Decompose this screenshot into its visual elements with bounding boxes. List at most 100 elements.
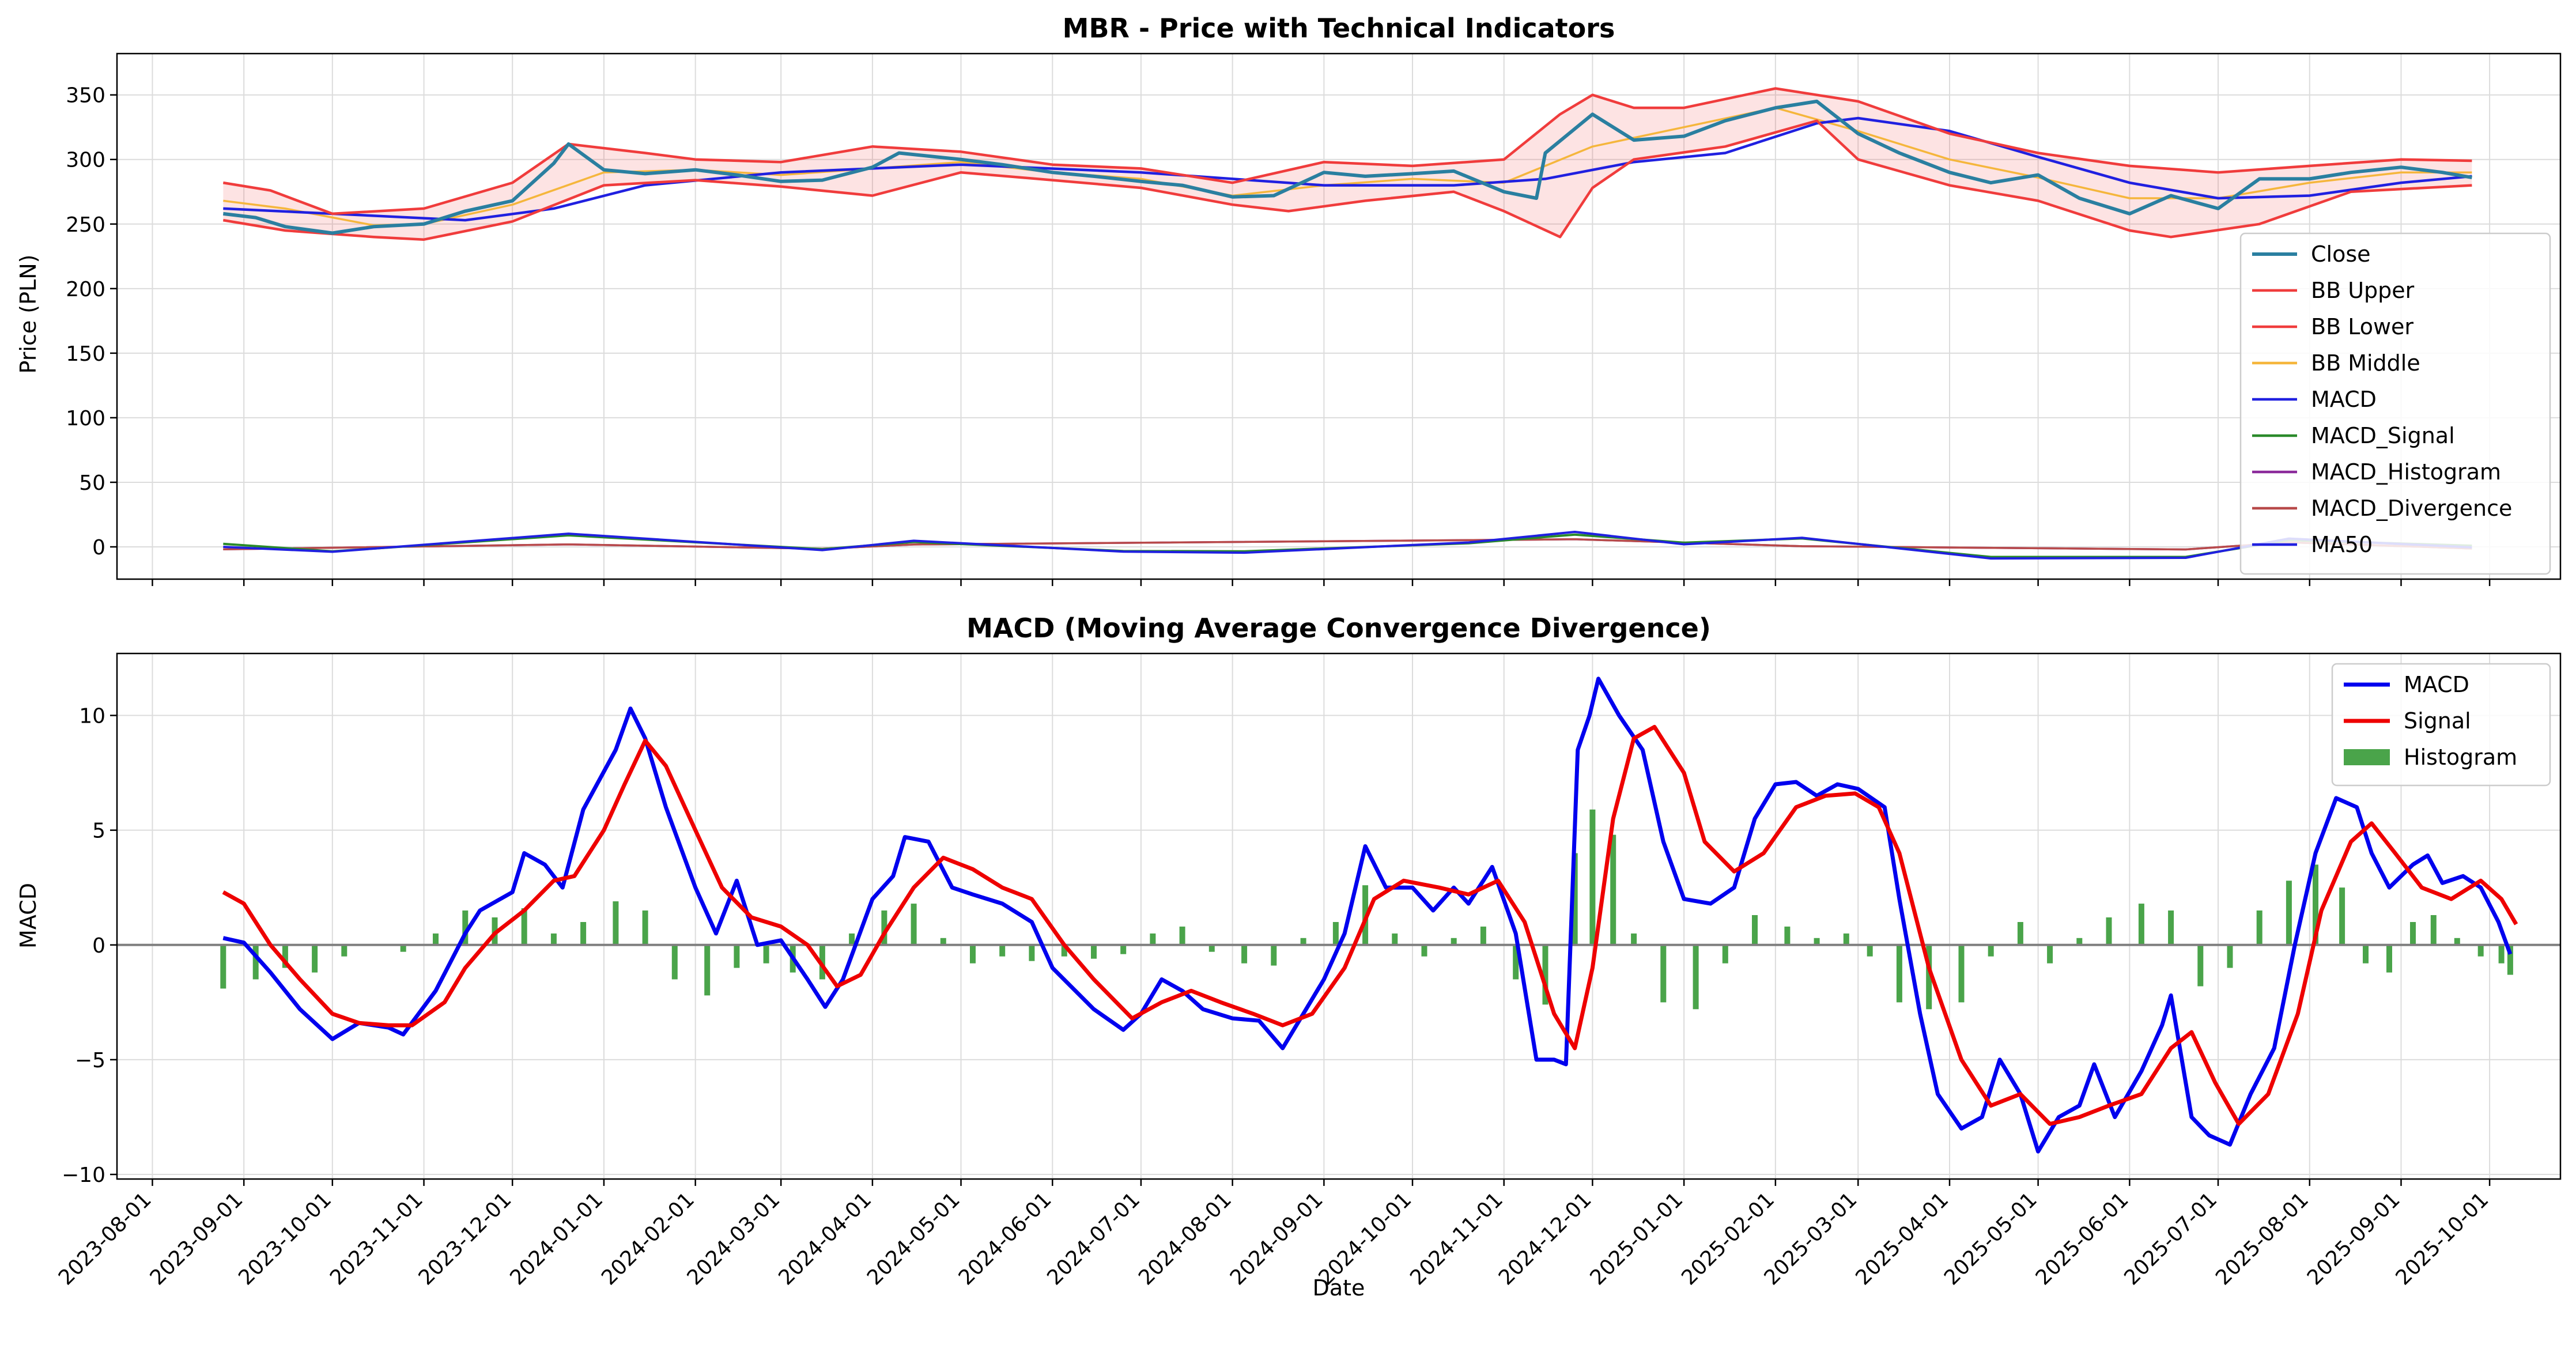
histogram-bar (849, 933, 855, 945)
price-chart-title: MBR - Price with Technical Indicators (1063, 13, 1615, 44)
histogram-bar (2386, 944, 2392, 973)
price-chart-legend: Close BB Upper BB Lower BB Middle MACD MACD_S… (2239, 232, 2551, 575)
histogram-bar (970, 944, 976, 964)
macd-chart-legend: MACD Signal Histogram (2331, 663, 2551, 787)
histogram-bar (1179, 926, 1185, 945)
y-tick-label: 150 (66, 342, 105, 366)
y-tick-label: 300 (66, 149, 105, 172)
legend-label-bb-upper: BB Upper (2311, 278, 2415, 303)
legend-label-ma50: MA50 (2311, 532, 2373, 557)
histogram-bar (2047, 944, 2053, 964)
legend-label-macd-divergence: MACD_Divergence (2311, 496, 2512, 521)
histogram-bar (999, 944, 1006, 957)
histogram-bar (2256, 910, 2263, 945)
histogram-bar (2286, 881, 2292, 945)
histogram-bar (1926, 944, 1932, 1010)
series-close-line (222, 99, 2472, 235)
histogram-bar (1061, 944, 1067, 957)
y-tick-label: 0 (92, 934, 105, 958)
histogram-bar (1784, 926, 1791, 945)
price-chart-grid (117, 54, 2560, 579)
histogram-bar (1150, 933, 1156, 945)
legend-swatch-histogram (2344, 749, 2390, 765)
y-tick-label: −10 (62, 1163, 105, 1187)
histogram-bar (1120, 944, 1127, 954)
histogram-bar (734, 944, 740, 968)
legend-label-signal: Signal (2404, 708, 2471, 734)
histogram-bar (2313, 864, 2318, 945)
histogram-bar (1958, 944, 1965, 1003)
histogram-bar (2430, 915, 2437, 945)
series-signal-line (222, 724, 2518, 1126)
y-tick-label: 0 (92, 536, 105, 560)
histogram-bar (1513, 944, 1519, 980)
histogram-bar (1752, 915, 1758, 945)
histogram-bar (2076, 938, 2083, 945)
legend-label-bb-lower: BB Lower (2311, 314, 2413, 339)
y-tick-label: 100 (66, 407, 105, 430)
histogram-bar (1480, 926, 1486, 945)
histogram-bar (911, 904, 917, 945)
histogram-bar (763, 944, 769, 964)
histogram-bar (1896, 944, 1902, 1003)
histogram-bar (1451, 938, 1457, 945)
legend-box (2239, 232, 2551, 575)
histogram-bar (1421, 944, 1427, 957)
y-tick-label: 10 (79, 705, 105, 728)
histogram-bar (1572, 853, 1578, 945)
series-macd-line (223, 531, 2472, 560)
histogram-bar (550, 933, 557, 945)
histogram-bar (1542, 944, 1548, 1005)
legend-label-macd-signal: MACD_Signal (2311, 423, 2455, 448)
histogram-bar (642, 910, 648, 945)
macd-chart-xlabel: Date (1313, 1275, 1365, 1301)
y-tick-label: 200 (66, 278, 105, 301)
macd-chart-title: MACD (Moving Average Convergence Diverge… (966, 613, 1711, 644)
histogram-bar (433, 933, 439, 945)
histogram-bar (1843, 933, 1849, 945)
histogram-bar (312, 944, 318, 973)
histogram-bar (1241, 944, 1248, 964)
histogram-bar (1271, 944, 1277, 966)
histogram-bar (2106, 917, 2112, 945)
histogram-bar (940, 938, 946, 945)
histogram-bar (1332, 922, 1339, 945)
y-tick-label: 5 (92, 819, 105, 843)
y-tick-label: 350 (66, 84, 105, 108)
histogram-bar (2477, 944, 2484, 957)
histogram-bar (282, 944, 288, 968)
series-bb-upper-line (222, 87, 2472, 216)
histogram-bar (521, 908, 527, 945)
series-macd-line (222, 677, 2513, 1154)
histogram-bar (671, 944, 678, 980)
macd-chart-y-ticks: −10 −5 0 5 10 (62, 705, 117, 1187)
histogram-bar (1029, 944, 1035, 961)
price-chart-y-ticks: 0 50 100 150 200 250 300 350 (66, 84, 117, 560)
histogram-bar (1208, 944, 1215, 952)
histogram-bar (462, 910, 469, 945)
histogram-bar (2017, 922, 2023, 945)
histogram-bar (1814, 938, 1820, 945)
histogram-bar (1300, 938, 1306, 945)
histogram-bar (1631, 933, 1637, 945)
histogram-bar (220, 944, 226, 989)
histogram-bar (613, 901, 619, 945)
histogram-bar (1867, 944, 1873, 957)
histogram-bar (1589, 809, 1596, 945)
series-bb-lower-line (222, 119, 2472, 241)
histogram-bar (580, 922, 587, 945)
legend-label-bb-middle: BB Middle (2311, 350, 2420, 376)
histogram-bar (252, 944, 259, 980)
histogram-bar (1091, 944, 1097, 959)
y-tick-label: 50 (79, 471, 105, 495)
legend-label-macd: MACD (2404, 672, 2469, 697)
histogram-bar (341, 944, 348, 957)
price-chart-ylabel: Price (PLN) (16, 255, 41, 374)
macd-chart-ylabel: MACD (16, 883, 41, 949)
histogram-bar (2498, 944, 2505, 964)
y-tick-label: −5 (75, 1049, 105, 1072)
histogram-bar (1693, 944, 1699, 1010)
series-ma50-line (223, 116, 2472, 222)
histogram-bar (704, 944, 711, 996)
